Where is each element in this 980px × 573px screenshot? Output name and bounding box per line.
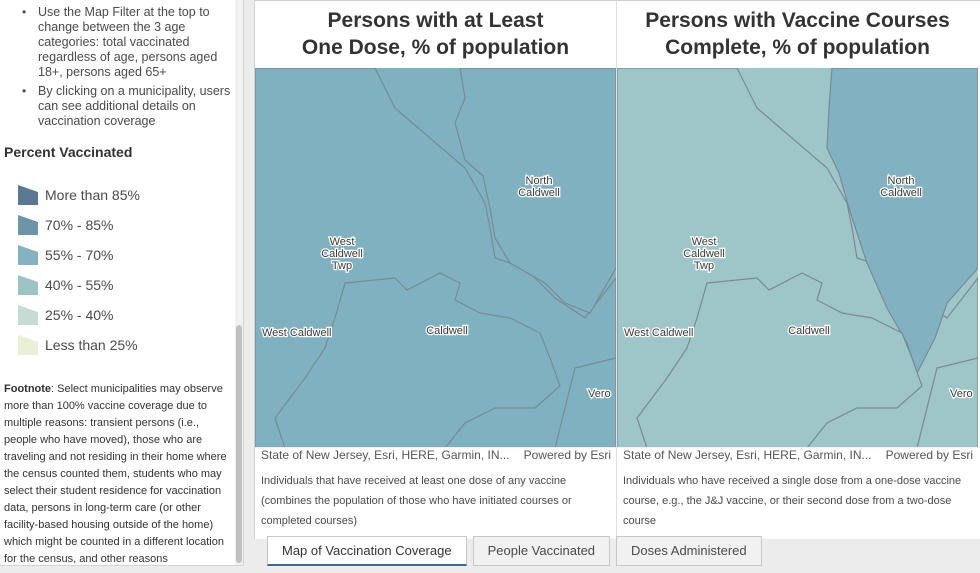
label-west-caldwell-twp: West Caldwell Twp bbox=[683, 236, 725, 272]
footnote: Footnote: Select municipalities may obse… bbox=[4, 381, 230, 565]
label-west-caldwell: West Caldwell bbox=[624, 327, 694, 339]
info-sidebar: • Use the Map Filter at the top to change… bbox=[0, 0, 244, 566]
legend-swatch bbox=[18, 275, 38, 295]
legend-item: 40% - 55% bbox=[18, 270, 140, 300]
legend-label: Less than 25% bbox=[45, 337, 138, 353]
attribution-text[interactable]: State of New Jersey, Esri, HERE, Garmin,… bbox=[623, 448, 872, 462]
map-title-line: One Dose, % of population bbox=[301, 36, 570, 59]
bullet-icon: • bbox=[22, 5, 27, 19]
legend-title: Percent Vaccinated bbox=[4, 144, 133, 160]
sidebar-scrollbar[interactable] bbox=[235, 0, 243, 565]
tab-people-vaccinated[interactable]: People Vaccinated bbox=[472, 536, 611, 566]
municipality-verona[interactable] bbox=[554, 357, 616, 448]
legend-label: 40% - 55% bbox=[45, 277, 114, 293]
footnote-text: : Select municipalities may observe more… bbox=[4, 383, 227, 565]
legend-label: 25% - 40% bbox=[45, 307, 114, 323]
instruction-text: Use the Map Filter at the top to change … bbox=[38, 5, 218, 79]
legend-label: 70% - 85% bbox=[45, 217, 114, 233]
map-view[interactable]: North Caldwell West Caldwell Twp West Caldw… bbox=[617, 68, 978, 448]
map-title-line: Complete, % of population bbox=[665, 36, 930, 59]
map-column-one-dose: Persons with at Least One Dose, % of popu… bbox=[255, 1, 616, 539]
label-west-caldwell: West Caldwell bbox=[262, 327, 332, 339]
instructions-list: • Use the Map Filter at the top to change… bbox=[0, 5, 234, 133]
bullet-icon: • bbox=[22, 84, 27, 98]
map-column-courses-complete: Persons with Vaccine Courses Complete, % … bbox=[616, 1, 978, 539]
attribution-text[interactable]: State of New Jersey, Esri, HERE, Garmin,… bbox=[261, 448, 510, 462]
legend-label: 55% - 70% bbox=[45, 247, 114, 263]
legend-item: Less than 25% bbox=[18, 330, 140, 360]
label-caldwell: Caldwell bbox=[788, 325, 830, 337]
map-attribution: State of New Jersey, Esri, HERE, Garmin,… bbox=[617, 447, 978, 463]
label-north-caldwell: North Caldwell bbox=[880, 175, 922, 199]
map-canvas[interactable]: North Caldwell West Caldwell Twp West Caldw… bbox=[617, 68, 978, 448]
legend-label: More than 85% bbox=[45, 187, 140, 203]
map-attribution: State of New Jersey, Esri, HERE, Garmin,… bbox=[255, 447, 616, 463]
legend-item: 55% - 70% bbox=[18, 240, 140, 270]
legend-swatch bbox=[18, 245, 38, 265]
municipality-north-caldwell[interactable] bbox=[454, 68, 616, 314]
legend-swatch bbox=[18, 305, 38, 325]
legend-item: 25% - 40% bbox=[18, 300, 140, 330]
legend-item: More than 85% bbox=[18, 180, 140, 210]
instruction-item: • By clicking on a municipality, users ca… bbox=[22, 84, 234, 129]
map-canvas[interactable]: North Caldwell West Caldwell Twp West Caldw… bbox=[255, 68, 616, 448]
instruction-item: • Use the Map Filter at the top to change… bbox=[22, 5, 234, 80]
legend: More than 85% 70% - 85% 55% - 70% 40% - … bbox=[18, 180, 140, 360]
map-description: Individuals that have received at least … bbox=[261, 475, 572, 527]
map-title: Persons with Vaccine Courses Complete, % … bbox=[617, 7, 978, 61]
label-verona: Vero bbox=[950, 388, 973, 400]
label-caldwell: Caldwell bbox=[426, 325, 468, 337]
tab-map-of-vaccination-coverage[interactable]: Map of Vaccination Coverage bbox=[267, 536, 467, 566]
legend-swatch bbox=[18, 335, 38, 355]
map-description: Individuals who have received a single d… bbox=[623, 475, 962, 527]
label-west-caldwell-twp: West Caldwell Twp bbox=[321, 236, 363, 272]
scrollbar-thumb[interactable] bbox=[236, 325, 242, 563]
legend-swatch bbox=[18, 215, 38, 235]
powered-by-esri-link[interactable]: Powered by Esri bbox=[885, 448, 973, 462]
map-view[interactable]: North Caldwell West Caldwell Twp West Caldw… bbox=[255, 68, 616, 448]
label-verona: Vero bbox=[588, 388, 611, 400]
municipality-north-caldwell[interactable] bbox=[826, 68, 978, 375]
footnote-label: Footnote bbox=[4, 383, 52, 395]
label-north-caldwell: North Caldwell bbox=[518, 175, 560, 199]
dashboard-tabs: Map of Vaccination Coverage People Vacci… bbox=[267, 536, 768, 568]
legend-swatch bbox=[18, 185, 38, 205]
map-title-line: Persons with Vaccine Courses bbox=[645, 9, 950, 32]
municipality-verona[interactable] bbox=[916, 357, 978, 448]
powered-by-esri-link[interactable]: Powered by Esri bbox=[523, 448, 611, 462]
municipality-caldwell[interactable] bbox=[636, 272, 923, 448]
map-panel: Persons with at Least One Dose, % of popu… bbox=[254, 0, 980, 539]
legend-item: 70% - 85% bbox=[18, 210, 140, 240]
tab-doses-administered[interactable]: Doses Administered bbox=[616, 536, 762, 566]
municipality-caldwell[interactable] bbox=[274, 272, 561, 448]
map-title: Persons with at Least One Dose, % of popu… bbox=[255, 7, 616, 61]
instruction-text: By clicking on a municipality, users can… bbox=[38, 84, 231, 128]
map-title-line: Persons with at Least bbox=[327, 9, 544, 32]
